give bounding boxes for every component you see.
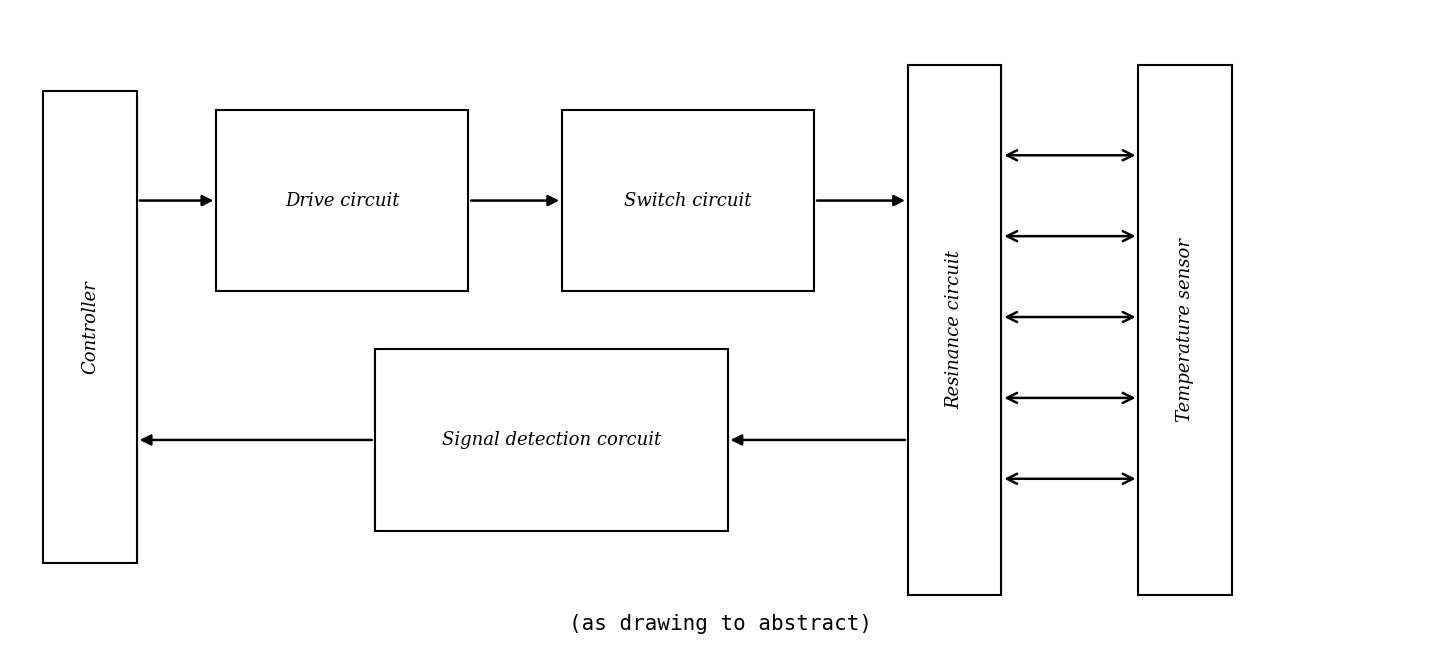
Bar [216,110,468,291]
Text: Resinance circuit: Resinance circuit [945,250,964,410]
Text: Drive circuit: Drive circuit [285,192,399,210]
Bar [562,110,814,291]
Text: Controller: Controller [81,280,99,373]
Bar [43,91,137,563]
Text: (as drawing to abstract): (as drawing to abstract) [569,615,872,634]
Text: Signal detection corcuit: Signal detection corcuit [441,431,661,449]
Bar [375,349,728,531]
Text: Switch circuit: Switch circuit [624,192,752,210]
Bar [908,65,1001,595]
Text: Temperature sensor: Temperature sensor [1176,238,1195,422]
Bar [1138,65,1232,595]
